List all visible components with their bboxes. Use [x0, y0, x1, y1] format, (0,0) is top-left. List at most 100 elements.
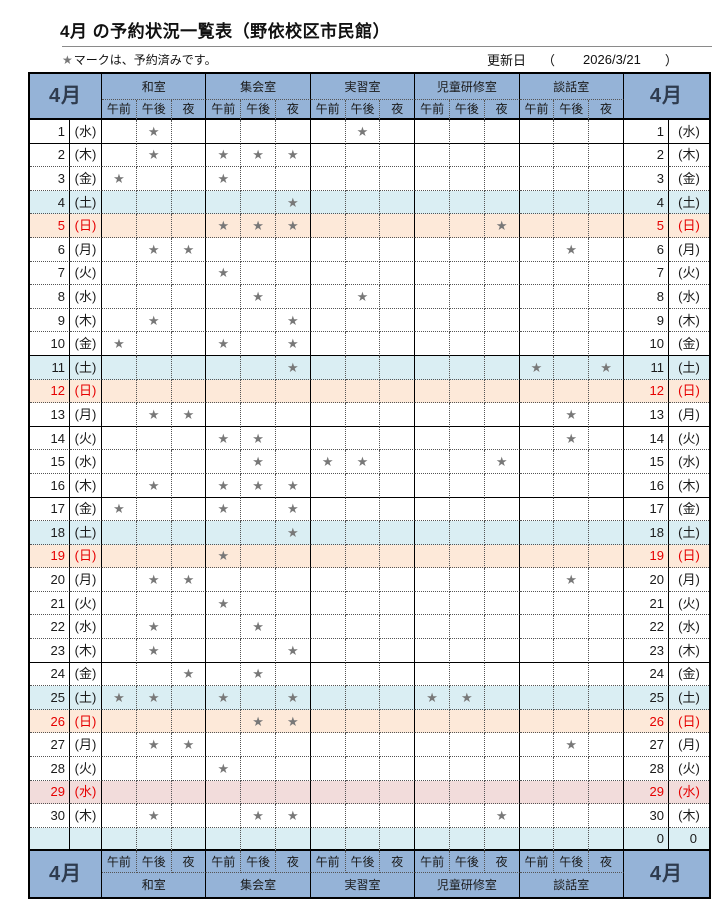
slot-cell	[519, 308, 555, 333]
slot-cell	[171, 355, 207, 380]
slot-cell	[310, 473, 346, 498]
date-cell-right: 29	[623, 780, 669, 805]
slot-cell	[589, 120, 624, 144]
slot-cell: ★	[275, 214, 311, 238]
slot-cell	[241, 190, 276, 215]
slot-cell	[102, 804, 137, 828]
slot-cell	[310, 521, 346, 545]
slot-cell	[171, 167, 207, 191]
slot-cell	[102, 827, 137, 852]
weekday-cell: (金)	[70, 167, 102, 191]
slot-cell: ★	[206, 757, 242, 781]
slot-cell	[102, 544, 137, 569]
slot-cell	[415, 757, 450, 781]
slot-cell: ★	[102, 167, 137, 191]
slot-cell: ★	[484, 450, 520, 474]
slot-cell	[310, 827, 346, 852]
star-icon: ★	[287, 642, 299, 658]
star-icon: ★	[461, 690, 473, 706]
footer-room-2: 集会室	[206, 873, 311, 898]
slot-cell	[380, 120, 416, 144]
slot-cell	[102, 662, 137, 687]
slot-cell	[310, 591, 346, 616]
star-icon: ★	[182, 737, 195, 753]
slot-cell	[554, 120, 590, 144]
star-icon: ★	[287, 477, 299, 493]
slot-cell	[554, 379, 590, 404]
slot-cell	[102, 733, 137, 758]
slot-cell	[589, 190, 624, 215]
slot-cell	[136, 214, 172, 238]
slot-cell: ★	[102, 497, 137, 522]
slot-cell	[102, 568, 137, 592]
update-date-label: 更新日	[487, 53, 527, 68]
slot-cell	[554, 639, 590, 663]
slot-cell	[171, 379, 207, 404]
slot-cell	[589, 167, 624, 191]
footer-slot-label: 午前	[519, 851, 555, 874]
slot-cell	[136, 591, 172, 616]
slot-cell	[171, 120, 207, 144]
slot-cell	[275, 615, 311, 640]
slot-cell	[449, 261, 485, 286]
date-cell-right: 11	[623, 355, 669, 380]
slot-cell: ★	[589, 355, 624, 380]
slot-cell	[275, 403, 311, 427]
date-cell-right: 27	[623, 733, 669, 758]
slot-cell	[519, 214, 555, 238]
slot-cell	[589, 639, 624, 663]
slot-cell	[554, 332, 590, 356]
slot-cell	[275, 426, 311, 451]
slot-cell	[449, 450, 485, 474]
slot-cell	[345, 568, 381, 592]
slot-cell	[449, 497, 485, 522]
slot-cell	[589, 426, 624, 451]
slot-cell	[275, 568, 311, 592]
weekday-cell-right: (火)	[668, 427, 709, 451]
slot-cell	[171, 615, 207, 640]
slot-cell	[275, 120, 311, 144]
slot-cell	[380, 780, 416, 805]
slot-cell	[102, 639, 137, 663]
slot-cell	[380, 497, 416, 522]
slot-cell	[206, 568, 242, 592]
slot-cell	[380, 167, 416, 191]
slot-cell	[310, 662, 346, 687]
slot-cell	[519, 120, 555, 144]
slot-cell	[519, 332, 555, 356]
weekday-cell: (火)	[70, 591, 102, 616]
slot-cell	[275, 733, 311, 758]
star-icon: ★	[252, 619, 264, 635]
weekday-cell: (木)	[70, 473, 102, 498]
star-icon: ★	[147, 690, 160, 706]
footer-slot-label: 夜	[484, 851, 520, 874]
star-icon: ★	[217, 147, 230, 163]
slot-cell	[206, 733, 242, 758]
slot-cell: ★	[345, 120, 381, 144]
slot-cell	[241, 497, 276, 522]
slot-cell	[206, 521, 242, 545]
slot-cell	[310, 143, 346, 168]
legend-note: ★マークは、予約済みです。	[62, 51, 217, 68]
date-cell: 25	[30, 686, 70, 710]
weekday-cell: (月)	[70, 403, 102, 427]
date-cell: 10	[30, 332, 70, 356]
slot-cell	[102, 214, 137, 238]
slot-cell	[136, 332, 172, 356]
slot-cell	[241, 568, 276, 592]
date-cell: 17	[30, 497, 70, 522]
slot-cell	[415, 143, 450, 168]
slot-cell	[554, 167, 590, 191]
star-icon: ★	[252, 477, 264, 493]
star-icon: ★	[147, 642, 160, 658]
weekday-cell-right: (金)	[668, 332, 709, 356]
date-cell: 20	[30, 568, 70, 592]
slot-cell	[484, 733, 520, 758]
date-cell-right: 25	[623, 686, 669, 710]
star-icon: ★	[600, 359, 612, 375]
slot-cell	[310, 757, 346, 781]
date-cell-right: 4	[623, 190, 669, 215]
slot-cell	[554, 544, 590, 569]
slot-cell	[345, 497, 381, 522]
header-month-left: 4月	[30, 74, 102, 120]
